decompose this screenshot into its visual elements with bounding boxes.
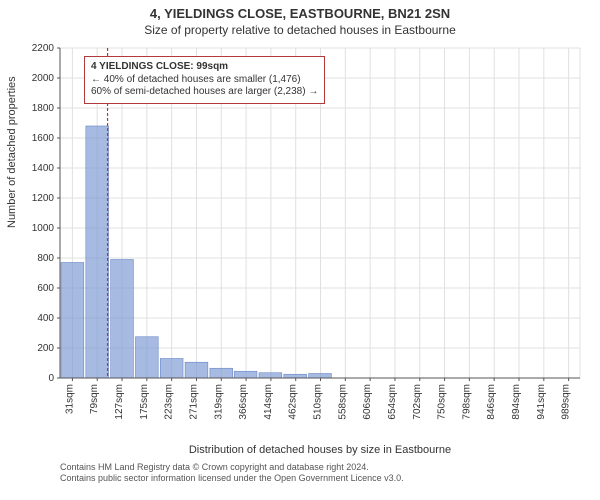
svg-text:750sqm: 750sqm — [437, 384, 448, 420]
svg-text:702sqm: 702sqm — [412, 384, 423, 420]
svg-text:800: 800 — [37, 253, 54, 264]
svg-text:175sqm: 175sqm — [139, 384, 150, 420]
svg-text:558sqm: 558sqm — [337, 384, 348, 420]
svg-text:1200: 1200 — [32, 193, 55, 204]
annotation-title: 4 YIELDINGS CLOSE: 99sqm — [91, 61, 318, 74]
svg-text:366sqm: 366sqm — [238, 384, 249, 420]
svg-text:0: 0 — [48, 373, 54, 384]
svg-text:1000: 1000 — [32, 223, 55, 234]
svg-text:894sqm: 894sqm — [511, 384, 522, 420]
y-axis-label: Number of detached properties — [6, 76, 18, 228]
svg-text:1600: 1600 — [32, 133, 55, 144]
title-subtitle: Size of property relative to detached ho… — [0, 21, 600, 41]
svg-text:200: 200 — [37, 343, 54, 354]
svg-text:798sqm: 798sqm — [461, 384, 472, 420]
svg-text:414sqm: 414sqm — [263, 384, 274, 420]
svg-text:654sqm: 654sqm — [387, 384, 398, 420]
annotation-box: 4 YIELDINGS CLOSE: 99sqm ← 40% of detach… — [84, 56, 325, 104]
title-address: 4, YIELDINGS CLOSE, EASTBOURNE, BN21 2SN — [0, 0, 600, 21]
svg-text:127sqm: 127sqm — [114, 384, 125, 420]
svg-text:31sqm: 31sqm — [64, 384, 75, 414]
svg-text:989sqm: 989sqm — [561, 384, 572, 420]
annotation-smaller: ← 40% of detached houses are smaller (1,… — [91, 74, 318, 87]
chart-container: 4, YIELDINGS CLOSE, EASTBOURNE, BN21 2SN… — [0, 0, 600, 500]
svg-text:223sqm: 223sqm — [164, 384, 175, 420]
svg-text:1400: 1400 — [32, 163, 55, 174]
footer-line-2: Contains public sector information licen… — [60, 473, 580, 484]
annotation-larger: 60% of semi-detached houses are larger (… — [91, 86, 318, 99]
svg-text:510sqm: 510sqm — [313, 384, 324, 420]
svg-text:1800: 1800 — [32, 103, 55, 114]
svg-text:400: 400 — [37, 313, 54, 324]
svg-text:319sqm: 319sqm — [213, 384, 224, 420]
footer-attribution: Contains HM Land Registry data © Crown c… — [60, 462, 580, 485]
svg-text:271sqm: 271sqm — [188, 384, 199, 420]
svg-text:79sqm: 79sqm — [89, 384, 100, 414]
svg-text:462sqm: 462sqm — [288, 384, 299, 420]
svg-text:606sqm: 606sqm — [362, 384, 373, 420]
svg-text:2200: 2200 — [32, 43, 55, 54]
svg-text:846sqm: 846sqm — [486, 384, 497, 420]
footer-line-1: Contains HM Land Registry data © Crown c… — [60, 462, 580, 473]
svg-text:941sqm: 941sqm — [536, 384, 547, 420]
svg-text:600: 600 — [37, 283, 54, 294]
x-axis-label: Distribution of detached houses by size … — [60, 444, 580, 456]
svg-text:2000: 2000 — [32, 73, 55, 84]
